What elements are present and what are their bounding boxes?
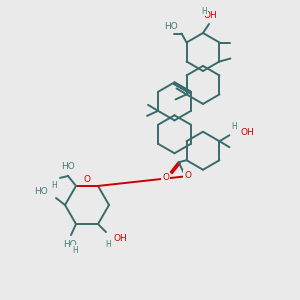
Text: OH: OH xyxy=(241,128,254,137)
Text: H: H xyxy=(72,246,78,255)
Text: OH: OH xyxy=(203,11,217,20)
Text: HO: HO xyxy=(61,162,75,171)
Text: H: H xyxy=(51,182,57,190)
Text: O: O xyxy=(184,171,191,180)
Text: HO: HO xyxy=(34,188,48,196)
Text: O: O xyxy=(162,173,169,182)
Text: H: H xyxy=(201,7,207,16)
Text: OH: OH xyxy=(113,234,127,243)
Text: H: H xyxy=(105,240,111,249)
Text: O: O xyxy=(83,176,91,184)
Text: HO: HO xyxy=(164,22,178,31)
Text: H: H xyxy=(232,122,237,131)
Text: HO: HO xyxy=(63,240,77,249)
